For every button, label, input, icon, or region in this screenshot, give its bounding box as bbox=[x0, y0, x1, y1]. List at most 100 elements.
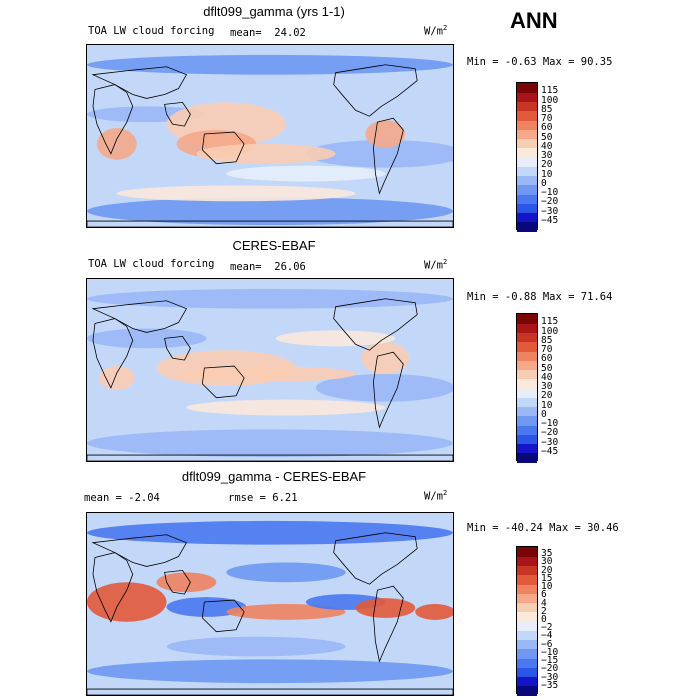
colorbar-swatch bbox=[517, 184, 537, 195]
map-field-region bbox=[226, 165, 386, 182]
panel1-units: W/m2 bbox=[424, 24, 447, 38]
colorbar-swatch bbox=[517, 452, 537, 463]
coastline bbox=[164, 101, 191, 127]
colorbar-swatch bbox=[517, 378, 537, 389]
map-field-region bbox=[87, 582, 167, 622]
colorbar-swatch bbox=[517, 556, 537, 566]
colorbar-swatch bbox=[517, 547, 537, 557]
panel1-map bbox=[86, 44, 454, 228]
map-field-region bbox=[87, 429, 453, 458]
map-field-region bbox=[176, 366, 356, 382]
colorbar-tick-label: −45 bbox=[541, 445, 559, 457]
panel2-colorbar bbox=[516, 313, 538, 463]
colorbar-swatch bbox=[517, 110, 537, 121]
coastline bbox=[92, 84, 134, 155]
colorbar-swatch bbox=[517, 129, 537, 139]
colorbar-tick-label: 30 bbox=[541, 381, 553, 392]
colorbar-tick-label: 15 bbox=[541, 572, 553, 584]
colorbar-swatch bbox=[517, 565, 537, 576]
colorbar-tick-label: −20 bbox=[541, 663, 559, 675]
map-field-region bbox=[186, 399, 386, 416]
colorbar-swatch bbox=[517, 341, 537, 352]
colorbar-tick-label: 30 bbox=[541, 556, 553, 568]
map-field-region bbox=[415, 604, 453, 620]
panel3-mean: mean = -2.04 bbox=[84, 492, 160, 504]
colorbar-swatch bbox=[517, 397, 537, 407]
colorbar-tick-label: −10 bbox=[541, 187, 559, 198]
colorbar-swatch bbox=[517, 138, 537, 149]
colorbar-swatch bbox=[517, 639, 537, 650]
season-label: ANN bbox=[510, 8, 558, 33]
coastline bbox=[201, 599, 245, 633]
colorbar-tick-label: 60 bbox=[541, 353, 553, 365]
colorbar-tick-label: 70 bbox=[541, 344, 553, 355]
colorbar-tick-label: 35 bbox=[541, 548, 553, 560]
panel2-map bbox=[86, 278, 454, 462]
coastline bbox=[92, 552, 134, 623]
colorbar-swatch bbox=[517, 101, 537, 112]
colorbar-tick-label: 85 bbox=[541, 334, 553, 346]
panel3-units-base: W/m bbox=[424, 490, 443, 503]
coastline bbox=[373, 585, 404, 663]
panel2-mean-label: mean= bbox=[230, 261, 262, 273]
colorbar-tick-label: −15 bbox=[541, 655, 559, 667]
colorbar-swatch bbox=[517, 147, 537, 158]
colorbar-tick-label: 20 bbox=[541, 564, 553, 576]
colorbar-tick-label: 6 bbox=[541, 589, 547, 601]
colorbar-swatch bbox=[517, 369, 537, 380]
panel3-minmax: Min = -40.24 Max = 30.46 bbox=[467, 522, 619, 534]
colorbar-tick-label: 2 bbox=[541, 605, 547, 617]
colorbar-swatch bbox=[517, 212, 537, 223]
map-field-region bbox=[116, 185, 356, 202]
colorbar-tick-label: −20 bbox=[541, 427, 559, 439]
panel2-mean-value: 26.06 bbox=[274, 261, 306, 273]
coastline bbox=[91, 66, 188, 99]
panel2-map-svg bbox=[87, 279, 453, 461]
coastline bbox=[164, 569, 191, 595]
coastline bbox=[333, 64, 418, 117]
colorbar-tick-label: 115 bbox=[541, 85, 559, 97]
map-field-region bbox=[98, 366, 135, 390]
coastline bbox=[92, 318, 134, 389]
map-field-region bbox=[355, 598, 416, 618]
colorbar-tick-label: 10 bbox=[541, 581, 553, 593]
panel1-map-svg bbox=[87, 45, 453, 227]
map-field-region bbox=[87, 197, 453, 226]
colorbar-swatch bbox=[517, 434, 537, 444]
coastline bbox=[87, 688, 453, 695]
colorbar-swatch bbox=[517, 323, 537, 333]
coastline bbox=[333, 532, 418, 585]
panel3-units-exp: 2 bbox=[442, 489, 448, 497]
coastline bbox=[164, 335, 191, 361]
colorbar-swatch bbox=[517, 658, 537, 668]
coastline bbox=[373, 117, 404, 195]
colorbar-tick-label: 50 bbox=[541, 362, 553, 374]
map-field-region bbox=[196, 143, 336, 164]
colorbar-tick-label: 10 bbox=[541, 168, 553, 180]
colorbar-tick-label: −10 bbox=[541, 418, 559, 429]
map-field-region bbox=[315, 373, 453, 402]
coastline bbox=[87, 454, 453, 461]
colorbar-tick-label: −10 bbox=[541, 646, 559, 658]
colorbar-swatch bbox=[517, 611, 537, 622]
colorbar-tick-label: 115 bbox=[541, 316, 559, 328]
panel3-map bbox=[86, 512, 454, 696]
colorbar-tick-label: 10 bbox=[541, 399, 553, 411]
colorbar-tick-label: 4 bbox=[541, 597, 547, 609]
map-field-region bbox=[361, 342, 410, 374]
map-field-region bbox=[226, 604, 346, 620]
colorbar-tick-label: 70 bbox=[541, 113, 553, 124]
panel2-units-exp: 2 bbox=[442, 258, 448, 266]
map-field-region bbox=[87, 520, 453, 545]
coastline bbox=[373, 351, 404, 429]
colorbar-tick-label: 0 bbox=[541, 177, 547, 189]
coastline bbox=[201, 365, 245, 399]
map-field-region bbox=[305, 139, 453, 168]
panel1-variable: TOA LW cloud forcing bbox=[88, 25, 215, 37]
colorbar-swatch bbox=[517, 415, 537, 426]
colorbar-swatch bbox=[517, 351, 537, 361]
colorbar-tick-label: −4 bbox=[541, 630, 553, 642]
colorbar-swatch bbox=[517, 314, 537, 324]
panel2-units-base: W/m bbox=[424, 259, 443, 272]
panel3-rmse: rmse = 6.21 bbox=[228, 492, 298, 504]
